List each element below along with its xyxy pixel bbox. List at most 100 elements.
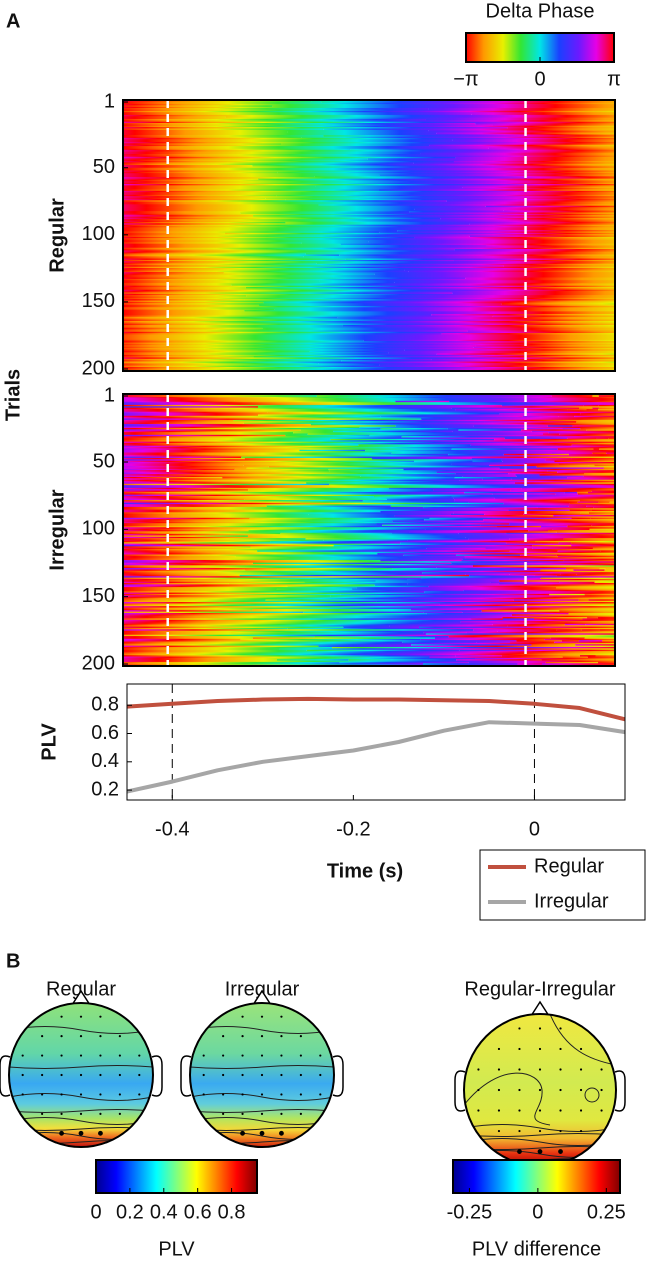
y-tick-label: 50 <box>93 156 115 178</box>
raster-row <box>431 314 615 316</box>
raster-row <box>123 593 341 596</box>
raster-row <box>536 466 615 468</box>
raster-row <box>580 413 615 415</box>
raster-row <box>123 659 277 661</box>
electrode <box>79 1093 83 1096</box>
electrode <box>60 1073 63 1077</box>
electrode <box>60 1093 63 1096</box>
raster-row <box>244 498 387 501</box>
raster-row <box>123 481 615 483</box>
raster-row <box>240 312 616 315</box>
raster-row <box>423 611 463 614</box>
raster-row <box>329 483 615 486</box>
raster-row <box>123 419 234 422</box>
raster-row <box>123 520 393 523</box>
electrode <box>299 1054 302 1057</box>
raster-row <box>223 272 615 274</box>
raster-row <box>314 636 449 638</box>
raster-row <box>240 638 421 641</box>
raster-row <box>123 414 259 417</box>
electrode <box>79 1015 83 1018</box>
raster-row <box>123 221 286 224</box>
raster-row <box>262 327 615 330</box>
raster-row <box>380 510 615 513</box>
raster-row <box>123 246 615 249</box>
raster-row <box>521 487 615 490</box>
raster-row <box>499 583 615 585</box>
raster-row <box>473 346 615 349</box>
raster-row <box>123 452 392 455</box>
raster-row <box>123 239 615 242</box>
raster-row <box>123 228 230 231</box>
electrode <box>60 1054 63 1057</box>
raster-row <box>557 555 615 558</box>
raster-row <box>453 512 581 515</box>
electrode <box>280 1093 283 1096</box>
raster-row <box>123 293 615 296</box>
raster-row <box>123 395 317 398</box>
raster-row <box>123 440 615 442</box>
raster-row <box>123 513 309 516</box>
electrode <box>260 1093 264 1096</box>
raster-row <box>123 121 615 124</box>
raster-row <box>123 468 235 471</box>
raster-row <box>485 205 615 208</box>
raster-row <box>541 525 568 528</box>
raster-row <box>425 633 615 636</box>
raster-row <box>392 520 484 523</box>
ear <box>332 1055 344 1097</box>
raster-row <box>123 284 232 287</box>
raster-row <box>123 140 615 143</box>
raster-row <box>248 530 529 532</box>
raster-row <box>123 627 288 630</box>
raster-row <box>510 489 615 491</box>
panel-label: B <box>6 950 20 972</box>
raster-row <box>123 291 615 293</box>
raster-row <box>341 360 615 362</box>
raster-row <box>123 565 473 568</box>
raster-row <box>123 353 437 356</box>
contour <box>190 1109 334 1113</box>
raster-row <box>492 623 565 626</box>
raster-row <box>375 580 500 583</box>
electrode <box>259 1130 265 1136</box>
electrode <box>202 1073 205 1077</box>
raster-row <box>541 659 615 661</box>
raster-row <box>123 105 273 108</box>
contour <box>464 1133 616 1137</box>
raster-row <box>123 502 504 505</box>
raster-row <box>462 558 615 561</box>
raster-row <box>591 490 615 493</box>
raster-row <box>568 505 587 508</box>
raster-row <box>473 425 548 428</box>
electrode <box>559 1129 562 1133</box>
raster-row <box>455 655 502 657</box>
raster-row <box>379 189 615 192</box>
raster-row <box>123 368 615 371</box>
raster-row <box>123 570 615 573</box>
raster-row <box>123 642 615 645</box>
raster-row <box>557 471 615 474</box>
raster-row <box>244 310 615 312</box>
raster-row <box>454 498 523 501</box>
raster-row <box>123 247 615 250</box>
raster-row <box>475 345 615 348</box>
raster-row <box>480 524 568 527</box>
row-label: Irregular <box>46 489 68 570</box>
raster-row <box>123 200 447 203</box>
electrode <box>260 1073 264 1077</box>
raster-row <box>544 638 615 641</box>
raster-row <box>123 162 414 165</box>
raster-row <box>123 292 453 295</box>
topomap-title: Regular <box>46 978 116 1000</box>
raster-row <box>598 407 615 410</box>
raster-row <box>123 181 615 184</box>
electrode <box>517 1149 522 1154</box>
raster-row <box>123 102 615 105</box>
raster-row <box>567 476 615 479</box>
electrode <box>241 1073 244 1077</box>
raster-row <box>123 278 615 281</box>
raster-row <box>123 167 615 170</box>
electrode <box>559 1068 562 1071</box>
raster-row <box>580 530 615 532</box>
